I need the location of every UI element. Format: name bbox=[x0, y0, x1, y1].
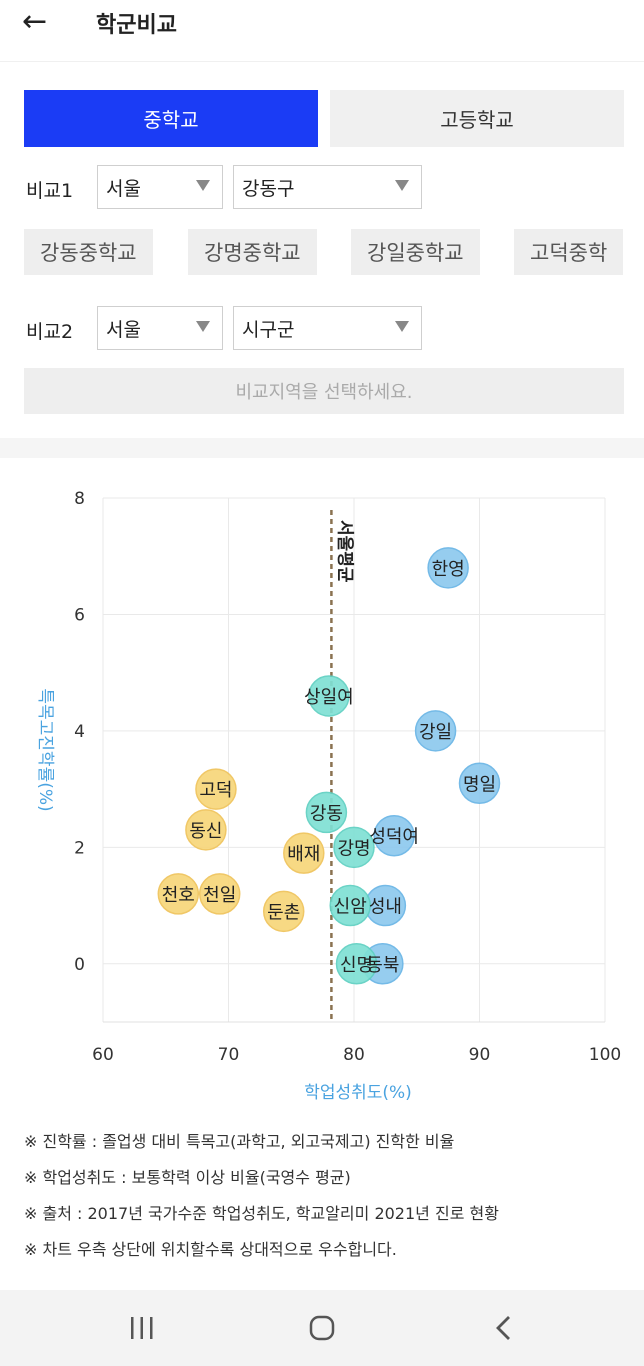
school-chip[interactable]: 강동중학교 bbox=[24, 229, 153, 275]
point-label: 동북 bbox=[366, 955, 399, 976]
average-reference-label: 서울평균 bbox=[334, 520, 354, 583]
point-label: 신암 bbox=[334, 897, 367, 918]
scatter-point-blue bbox=[427, 547, 469, 589]
scatter-point-yellow bbox=[185, 809, 227, 851]
point-label: 천호 bbox=[162, 885, 195, 906]
y-tick-label: 6 bbox=[74, 605, 85, 625]
x-tick-label: 100 bbox=[589, 1045, 621, 1065]
dropdown-caret-icon bbox=[196, 180, 210, 191]
point-label: 한영 bbox=[432, 559, 465, 580]
section-divider bbox=[0, 438, 644, 458]
scatter-point-blue bbox=[373, 814, 415, 857]
scatter-point-yellow bbox=[198, 873, 241, 915]
page-title: 학군비교 bbox=[96, 13, 177, 38]
x-axis-label: 학업성취도(%) bbox=[304, 1083, 412, 1103]
point-label: 성덕여 bbox=[369, 827, 419, 848]
tab-high-school[interactable]: 고등학교 bbox=[330, 90, 624, 147]
system-nav-bar bbox=[0, 1290, 644, 1366]
x-tick-label: 70 bbox=[218, 1045, 240, 1065]
scatter-point-teal bbox=[305, 791, 348, 834]
point-label: 강명 bbox=[337, 838, 370, 859]
x-tick-label: 60 bbox=[92, 1045, 114, 1065]
note-line: ※ 진학률 : 졸업생 대비 특목고(과학고, 외고국제고) 진학한 비율 bbox=[24, 1132, 455, 1151]
point-label: 상일여 bbox=[304, 687, 354, 708]
compare1-region-value: 서울 bbox=[106, 177, 141, 200]
point-label: 강동 bbox=[310, 803, 343, 824]
point-label: 둔촌 bbox=[267, 902, 300, 923]
home-icon[interactable] bbox=[292, 1308, 352, 1348]
point-label: 성내 bbox=[369, 897, 402, 918]
compare1-label: 비교1 bbox=[26, 180, 74, 202]
tab-middle-school[interactable]: 중학교 bbox=[24, 90, 318, 147]
y-axis-label: 특목고진학률(%) bbox=[35, 688, 55, 811]
scatter-point-yellow bbox=[157, 873, 200, 915]
note-line: ※ 출처 : 2017년 국가수준 학업성취도, 학교알리미 2021년 진로 … bbox=[24, 1204, 499, 1223]
point-label: 강일 bbox=[419, 722, 452, 743]
compare2-district-select[interactable]: 시구군 bbox=[233, 306, 422, 350]
scatter-point-yellow bbox=[262, 890, 305, 933]
note-line: ※ 차트 우측 상단에 위치할수록 상대적으로 우수합니다. bbox=[24, 1240, 397, 1259]
app-header: ← 학군비교 bbox=[0, 0, 644, 62]
scatter-point-teal bbox=[335, 943, 378, 985]
point-label: 고덕 bbox=[199, 780, 232, 801]
x-tick-label: 90 bbox=[469, 1045, 491, 1065]
school-chip[interactable]: 고덕중학 bbox=[514, 229, 624, 275]
compare2-school-placeholder[interactable]: 비교지역을 선택하세요. bbox=[24, 368, 624, 414]
compare1-district-value: 강동구 bbox=[242, 177, 295, 200]
y-tick-label: 0 bbox=[74, 955, 85, 975]
scatter-point-teal bbox=[308, 675, 350, 717]
compare2-region-select[interactable]: 서울 bbox=[97, 306, 223, 350]
school-chip[interactable]: 강명중학교 bbox=[188, 229, 317, 275]
dropdown-caret-icon bbox=[395, 180, 409, 191]
scatter-point-teal bbox=[333, 826, 375, 869]
dropdown-caret-icon bbox=[196, 321, 210, 332]
y-tick-label: 4 bbox=[74, 722, 85, 742]
compare2-district-value: 시구군 bbox=[242, 318, 295, 341]
compare2-label: 비교2 bbox=[26, 321, 74, 343]
compare2-region-value: 서울 bbox=[106, 318, 141, 341]
back-arrow-icon[interactable]: ← bbox=[22, 4, 48, 39]
school-chip[interactable]: 강일중학교 bbox=[351, 229, 480, 275]
scatter-point-yellow bbox=[283, 832, 325, 874]
point-label: 명일 bbox=[463, 774, 496, 795]
point-label: 천일 bbox=[203, 885, 236, 906]
point-label: 배재 bbox=[287, 844, 320, 865]
dropdown-caret-icon bbox=[395, 321, 409, 332]
compare1-region-select[interactable]: 서울 bbox=[97, 165, 223, 209]
scatter-point-yellow bbox=[195, 768, 237, 810]
scatter-point-teal bbox=[329, 884, 371, 927]
x-tick-label: 80 bbox=[343, 1045, 365, 1065]
recents-icon[interactable] bbox=[112, 1308, 172, 1348]
back-icon[interactable] bbox=[474, 1308, 534, 1348]
point-label: 동신 bbox=[189, 821, 222, 842]
point-label: 신명 bbox=[340, 955, 373, 976]
scatter-point-blue bbox=[414, 710, 457, 752]
chart-notes: ※ 진학률 : 졸업생 대비 특목고(과학고, 외고국제고) 진학한 비율 ※ … bbox=[24, 1128, 634, 1272]
compare1-district-select[interactable]: 강동구 bbox=[233, 165, 422, 209]
y-tick-label: 8 bbox=[74, 489, 85, 509]
school-type-tabs: 중학교 고등학교 bbox=[24, 90, 624, 147]
scatter-point-blue bbox=[458, 762, 501, 805]
y-tick-label: 2 bbox=[74, 838, 85, 858]
note-line: ※ 학업성취도 : 보통학력 이상 비율(국영수 평균) bbox=[24, 1168, 351, 1187]
school-chip-list: 강동중학교 강명중학교 강일중학교 고덕중학 bbox=[24, 229, 644, 275]
